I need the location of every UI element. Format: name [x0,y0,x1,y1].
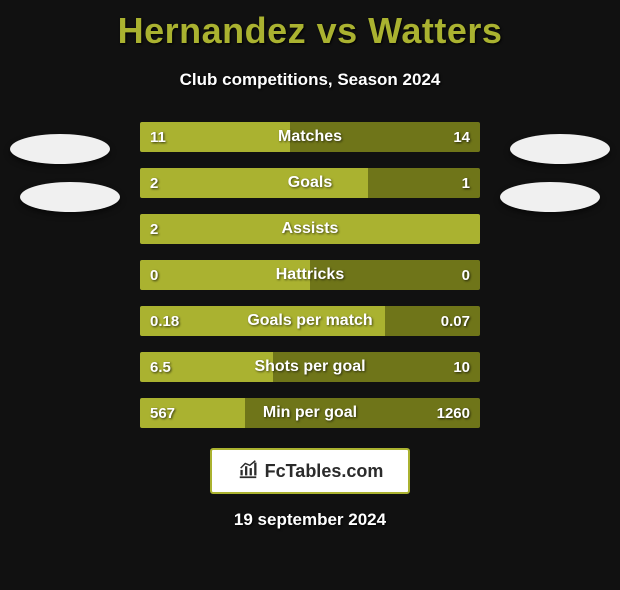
bar-left [140,306,385,336]
page-title: Hernandez vs Watters [0,10,620,52]
player-badge-right-2 [500,182,600,212]
bar-left [140,398,245,428]
player-badge-left-1 [10,134,110,164]
metric-row: 00Hattricks [140,260,480,290]
metric-row: 21Goals [140,168,480,198]
bar-right [273,352,480,382]
metric-row: 5671260Min per goal [140,398,480,428]
bars-container: 1114Matches 21Goals 2Assists 00Hattricks 0.1… [140,122,480,444]
bar-right [385,306,480,336]
bar-right [290,122,480,152]
player-badge-right-1 [510,134,610,164]
chart-icon [237,458,259,485]
bar-right [368,168,480,198]
bar-left [140,352,273,382]
brand-logo[interactable]: FcTables.com [210,448,410,494]
metric-row: 2Assists [140,214,480,244]
footer-date: 19 september 2024 [0,510,620,530]
bar-left [140,260,310,290]
bar-right [245,398,480,428]
bar-left [140,214,480,244]
metric-row: 6.510Shots per goal [140,352,480,382]
bar-right [310,260,480,290]
metric-row: 1114Matches [140,122,480,152]
subtitle: Club competitions, Season 2024 [0,70,620,90]
player-badge-left-2 [20,182,120,212]
brand-label: FcTables.com [265,461,384,482]
bar-left [140,122,290,152]
bar-left [140,168,368,198]
metric-row: 0.180.07Goals per match [140,306,480,336]
